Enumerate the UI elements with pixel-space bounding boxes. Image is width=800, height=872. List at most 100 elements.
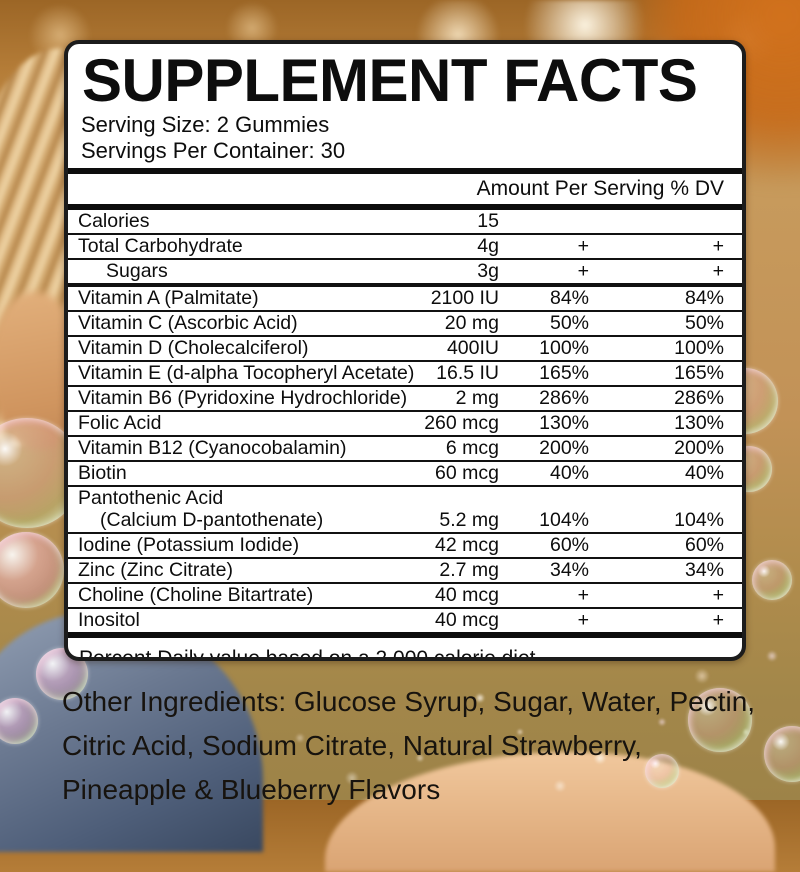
ingredient-name-line: Vitamin A (Palmitate) <box>78 287 259 309</box>
ingredient-name-line: Vitamin E (d-alpha Tocopheryl Acetate) <box>78 362 415 384</box>
ingredient-amount: 40 mcg <box>435 609 499 631</box>
ingredient-dv-right: 50% <box>684 312 724 334</box>
ingredient-amount: 20 mg <box>444 312 499 334</box>
ingredient-name: Biotin <box>78 462 394 484</box>
ingredient-dv-right: + <box>712 609 724 631</box>
servings-per-container: Servings Per Container: 30 <box>81 138 346 163</box>
ingredient-dv-right: 286% <box>674 387 724 409</box>
ingredient-name: Inositol <box>78 609 394 631</box>
ingredient-dv-left: 84% <box>549 287 589 309</box>
ingredient-dv-left: + <box>577 235 589 257</box>
ingredient-dv-left: 286% <box>539 387 589 409</box>
ingredient-name-line: Pantothenic Acid <box>78 487 224 509</box>
ingredient-name-line: Inositol <box>78 609 140 631</box>
supplement-facts-panel: SUPPLEMENT FACTS Serving Size: 2 Gummies… <box>64 40 746 661</box>
table-row: Vitamin D (Cholecalciferol) 400IU 100% 1… <box>68 337 742 362</box>
other-ingredients-line: Pineapple & Blueberry Flavors <box>62 774 441 805</box>
ingredient-name-line: Folic Acid <box>78 412 162 434</box>
ingredient-name: Choline (Choline Bitartrate) <box>78 584 394 606</box>
ingredient-name-line: Vitamin B6 (Pyridoxine Hydrochloride) <box>78 387 408 409</box>
table-row: Vitamin C (Ascorbic Acid) 20 mg 50% 50% <box>68 312 742 337</box>
ingredient-dv-left: 34% <box>549 559 589 581</box>
bubble <box>0 698 38 744</box>
ingredient-name-line: Vitamin C (Ascorbic Acid) <box>78 312 298 334</box>
ingredient-dv-left: 130% <box>539 412 589 434</box>
ingredient-dv-left: 104% <box>539 509 589 531</box>
table-row: Biotin 60 mcg 40% 40% <box>68 462 742 487</box>
table-row: Choline (Choline Bitartrate) 40 mcg + + <box>68 584 742 609</box>
ingredient-dv-left: 50% <box>549 312 589 334</box>
ingredient-name: Vitamin E (d-alpha Tocopheryl Acetate) <box>78 362 415 384</box>
table-row: Vitamin A (Palmitate) 2100 IU 84% 84% <box>68 287 742 312</box>
ingredient-name: Vitamin C (Ascorbic Acid) <box>78 312 394 334</box>
ingredient-name: Vitamin A (Palmitate) <box>78 287 394 309</box>
bubble <box>752 560 792 600</box>
ingredient-amount: 42 mcg <box>435 534 499 556</box>
table-row: Inositol 40 mcg + + <box>68 609 742 632</box>
table-row: Vitamin E (d-alpha Tocopheryl Acetate) 1… <box>68 362 742 387</box>
ingredient-amount: 40 mcg <box>435 584 499 606</box>
ingredient-dv-right: 165% <box>674 362 724 384</box>
ingredient-name: Sugars <box>78 260 394 282</box>
ingredient-amount: 2100 IU <box>430 287 499 309</box>
bubble <box>764 726 800 782</box>
ingredient-name-line: Biotin <box>78 462 127 484</box>
ingredient-name: Calories <box>78 210 394 232</box>
ingredient-dv-right: 100% <box>674 337 724 359</box>
ingredient-name: Iodine (Potassium Iodide) <box>78 534 394 556</box>
ingredient-name-line2: (Calcium D-pantothenate) <box>100 509 324 531</box>
ingredient-dv-left: 165% <box>539 362 589 384</box>
ingredient-dv-right: + <box>712 260 724 282</box>
ingredient-dv-right: 200% <box>674 437 724 459</box>
ingredient-name: Vitamin B6 (Pyridoxine Hydrochloride) <box>78 387 408 409</box>
ingredient-amount: 15 <box>477 210 499 232</box>
footnote-percent-daily-value: Percent Daily value based on a 2,000 cal… <box>79 647 536 661</box>
ingredient-name-line: Vitamin D (Cholecalciferol) <box>78 337 309 359</box>
ingredient-dv-left: + <box>577 584 589 606</box>
table-row: Total Carbohydrate 4g + + <box>68 235 742 260</box>
table-row: Zinc (Zinc Citrate) 2.7 mg 34% 34% <box>68 559 742 584</box>
ingredient-name-line: Choline (Choline Bitartrate) <box>78 584 314 606</box>
other-ingredients-text: Other Ingredients: Glucose Syrup, Sugar,… <box>62 680 762 812</box>
ingredient-amount: 3g <box>477 260 499 282</box>
ingredient-name: Vitamin B12 (Cyanocobalamin) <box>78 437 394 459</box>
ingredient-amount: 60 mcg <box>435 462 499 484</box>
table-row: Sugars 3g + + <box>68 260 742 287</box>
ingredient-dv-left: 60% <box>549 534 589 556</box>
ingredient-dv-left: 100% <box>539 337 589 359</box>
ingredient-amount: 400IU <box>446 337 499 359</box>
ingredient-dv-right: + <box>712 235 724 257</box>
ingredient-name-line: Zinc (Zinc Citrate) <box>78 559 233 581</box>
ingredient-amount: 6 mcg <box>445 437 499 459</box>
ingredient-amount: 2.7 mg <box>439 559 499 581</box>
divider-bar <box>68 632 742 638</box>
ingredient-name: Pantothenic Acid (Calcium D-pantothenate… <box>78 487 394 531</box>
ingredient-dv-right: 40% <box>684 462 724 484</box>
ingredient-dv-left: + <box>577 260 589 282</box>
ingredient-dv-right: 104% <box>674 509 724 531</box>
amount-per-serving-header: Amount Per Serving % DV <box>476 177 724 200</box>
ingredient-name: Folic Acid <box>78 412 394 434</box>
ingredient-name: Zinc (Zinc Citrate) <box>78 559 394 581</box>
table-row: Folic Acid 260 mcg 130% 130% <box>68 412 742 437</box>
ingredient-dv-right: 130% <box>674 412 724 434</box>
ingredient-dv-right: 34% <box>684 559 724 581</box>
table-row: Pantothenic Acid (Calcium D-pantothenate… <box>68 487 742 534</box>
ingredient-amount: 2 mg <box>455 387 499 409</box>
ingredient-name-line: Iodine (Potassium Iodide) <box>78 534 300 556</box>
ingredient-dv-right: + <box>712 584 724 606</box>
table-row: Calories 15 <box>68 210 742 235</box>
supplement-facts-title: SUPPLEMENT FACTS <box>82 47 698 114</box>
ingredient-dv-right: 60% <box>684 534 724 556</box>
ingredient-table: Calories 15 Total Carbohydrate 4g + + Su… <box>68 210 742 632</box>
ingredient-name: Vitamin D (Cholecalciferol) <box>78 337 394 359</box>
ingredient-name-line: Vitamin B12 (Cyanocobalamin) <box>78 437 347 459</box>
ingredient-dv-left: 200% <box>539 437 589 459</box>
ingredient-name-line: Calories <box>78 210 150 232</box>
ingredient-name: Total Carbohydrate <box>78 235 394 257</box>
other-ingredients-line: Citric Acid, Sodium Citrate, Natural Str… <box>62 730 642 761</box>
table-row: Vitamin B6 (Pyridoxine Hydrochloride) 2 … <box>68 387 742 412</box>
ingredient-amount: 4g <box>477 235 499 257</box>
other-ingredients-line: Other Ingredients: Glucose Syrup, Sugar,… <box>62 686 756 717</box>
table-row: Vitamin B12 (Cyanocobalamin) 6 mcg 200% … <box>68 437 742 462</box>
